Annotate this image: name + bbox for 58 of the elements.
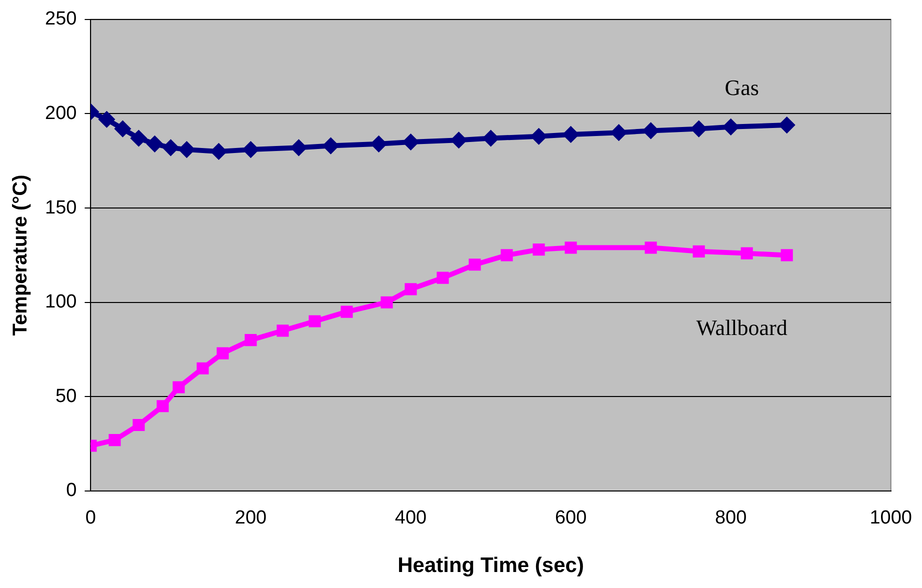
point [291, 140, 306, 156]
point [436, 272, 449, 284]
y-tick-label: 200 [45, 102, 77, 124]
point [563, 126, 578, 142]
point [156, 400, 169, 412]
point [340, 306, 353, 318]
point [468, 258, 481, 271]
point [691, 121, 706, 136]
point [740, 247, 753, 260]
x-tick-label: 0 [85, 508, 96, 529]
y-tick-label: 100 [45, 292, 77, 313]
point [780, 249, 793, 262]
point [371, 136, 386, 152]
x-tick-label: 400 [394, 508, 427, 529]
point [692, 245, 705, 258]
point [132, 418, 145, 432]
series-label: Gas [724, 75, 759, 100]
point [163, 140, 178, 156]
point [483, 130, 498, 146]
x-tick-label: 800 [714, 508, 747, 529]
point [131, 130, 146, 146]
point [323, 138, 338, 154]
x-tick-label: 1000 [870, 508, 912, 529]
point [644, 242, 657, 254]
point [172, 381, 185, 394]
point [276, 324, 289, 337]
point [643, 123, 658, 138]
point [611, 125, 626, 140]
point [147, 136, 162, 152]
point [779, 118, 794, 133]
point [115, 121, 130, 136]
x-tick-label: 600 [554, 508, 587, 529]
point [243, 142, 258, 158]
point [308, 315, 321, 328]
x-axis-title: Heating Time (sec) [398, 554, 584, 578]
point [404, 283, 417, 296]
point [723, 119, 738, 134]
y-tick-label: 150 [45, 197, 77, 218]
point [99, 112, 114, 127]
y-tick-label: 50 [56, 386, 77, 407]
text: Wallboard [696, 315, 788, 340]
point [196, 362, 209, 374]
point [108, 434, 121, 446]
x-tick-label: 200 [234, 508, 267, 529]
y-tick-label: 250 [45, 8, 77, 30]
point [211, 144, 226, 159]
point [532, 244, 545, 256]
point [451, 132, 466, 148]
point [500, 249, 513, 262]
point [531, 128, 546, 144]
y-tick-label: 0 [66, 480, 77, 502]
point [380, 296, 393, 308]
point [564, 242, 577, 254]
point [179, 142, 194, 158]
point [216, 347, 229, 360]
point [403, 134, 418, 150]
point [244, 334, 257, 346]
y-axis-title: Temperature (°C) [10, 174, 32, 336]
